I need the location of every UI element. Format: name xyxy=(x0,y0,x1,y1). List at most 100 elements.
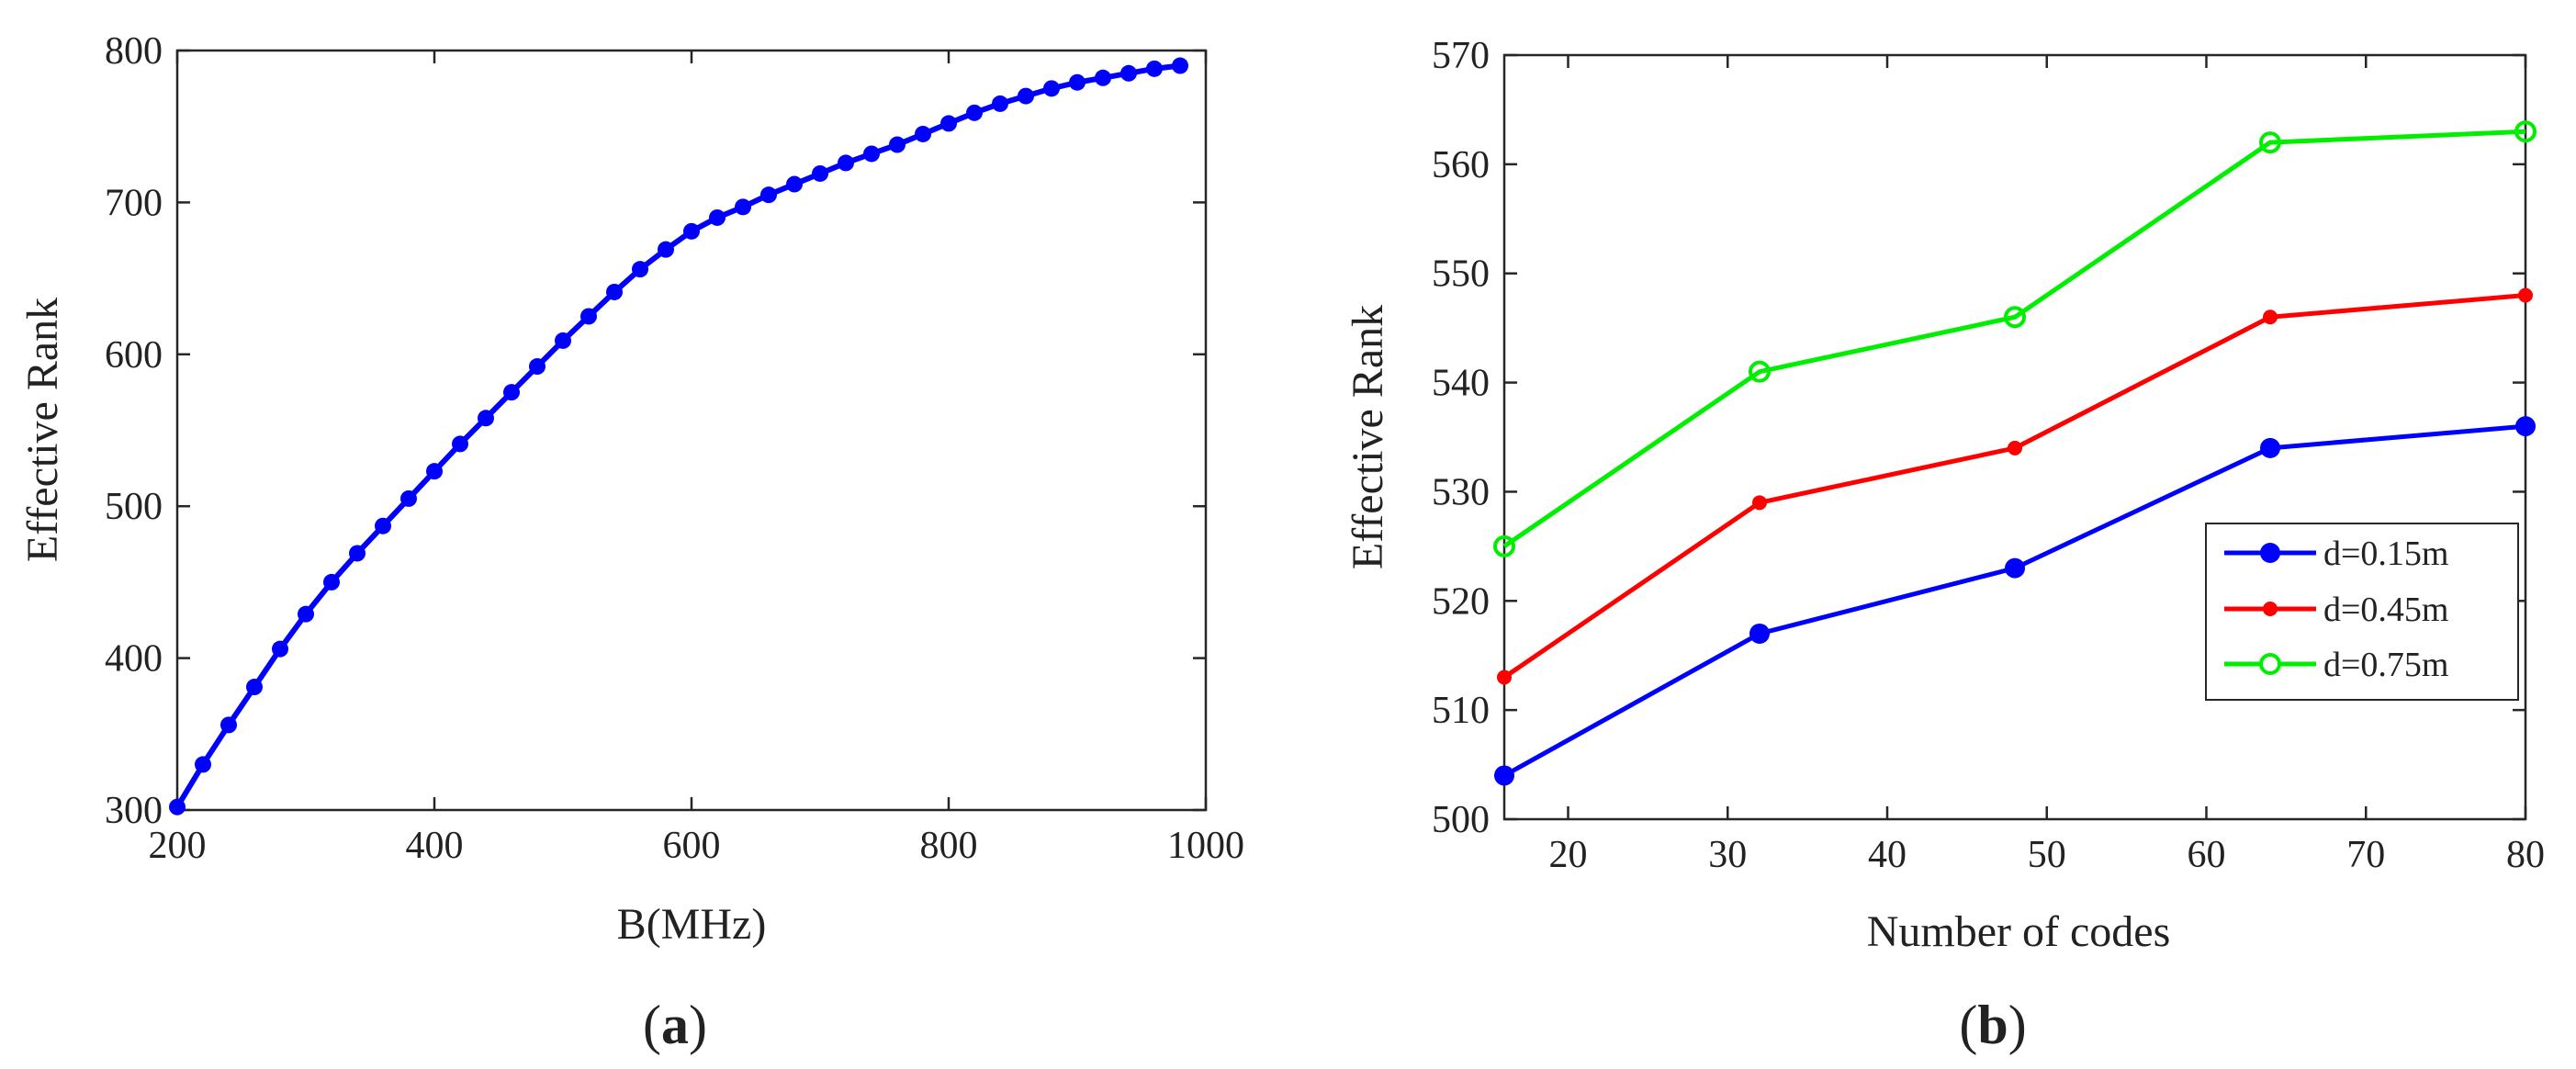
y-tick-label: 570 xyxy=(1432,35,1490,77)
data-point xyxy=(606,283,623,300)
y-tick-label: 560 xyxy=(1432,144,1490,186)
chart-b: Effective Rank Number of codes (b) 20 30 4… xyxy=(1344,35,2545,1055)
data-point xyxy=(323,573,340,591)
data-point xyxy=(683,222,700,240)
chart-b-panel-letter: b xyxy=(1977,995,2008,1055)
legend-entry: d=0.75m xyxy=(2224,646,2449,684)
chart-a-panel-label: (a) xyxy=(643,995,707,1055)
legend-label: d=0.45m xyxy=(2323,591,2449,629)
data-point xyxy=(1494,765,1514,786)
x-tick-label: 20 xyxy=(1549,834,1588,876)
svg-text:(b): (b) xyxy=(1959,995,2026,1055)
data-point xyxy=(940,115,957,132)
chart-a-ylabel: Effective Rank xyxy=(18,298,67,562)
x-tick-label: 400 xyxy=(406,825,464,867)
data-point xyxy=(2005,557,2025,579)
y-tick-label: 400 xyxy=(105,638,163,681)
chart-b-legend: d=0.15m d=0.45m d=0.75m xyxy=(2205,523,2519,701)
legend-swatch-marker xyxy=(2260,543,2280,563)
chart-a-plot-area xyxy=(175,49,1208,812)
data-point xyxy=(1749,360,1771,383)
chart-a: Effective Rank B(MHz) (a) 200 400 600 800 10… xyxy=(18,30,1244,1055)
legend-label: d=0.15m xyxy=(2323,534,2449,573)
data-point xyxy=(1120,64,1137,82)
data-point xyxy=(658,241,674,258)
x-tick-label: 80 xyxy=(2506,834,2545,876)
x-tick-label: 200 xyxy=(149,825,207,867)
legend-entry: d=0.15m xyxy=(2224,534,2449,573)
data-point xyxy=(452,435,468,453)
data-point xyxy=(478,410,494,427)
data-point xyxy=(503,384,520,401)
data-point xyxy=(709,208,726,226)
data-point xyxy=(760,186,777,204)
data-point xyxy=(889,136,906,153)
data-point xyxy=(812,164,828,182)
data-point xyxy=(2263,309,2278,325)
x-tick-label: 800 xyxy=(920,825,978,867)
y-tick-label: 540 xyxy=(1432,363,1490,405)
data-point xyxy=(580,308,597,325)
data-point xyxy=(1493,534,1515,557)
chart-b-panel-label: (b) xyxy=(1959,995,2026,1055)
x-tick-label: 60 xyxy=(2188,834,2226,876)
data-point xyxy=(555,332,571,349)
x-tick-label: 1000 xyxy=(1167,825,1244,867)
y-tick-label: 550 xyxy=(1432,253,1490,296)
data-point xyxy=(298,605,314,623)
x-tick-label: 70 xyxy=(2346,834,2385,876)
data-point xyxy=(786,175,803,193)
data-point xyxy=(735,198,751,216)
data-point xyxy=(1749,623,1770,644)
data-point xyxy=(246,679,263,696)
svg-text:(a): (a) xyxy=(643,995,707,1055)
data-point xyxy=(2514,120,2537,143)
y-tick-label: 500 xyxy=(105,486,163,528)
data-point xyxy=(400,489,417,507)
data-point xyxy=(838,154,854,172)
data-point xyxy=(1018,87,1034,105)
data-point xyxy=(966,104,983,121)
chart-b-xlabel: Number of codes xyxy=(1867,907,2171,956)
data-point xyxy=(915,125,931,142)
legend-label: d=0.75m xyxy=(2323,646,2449,684)
x-tick-label: 600 xyxy=(663,825,721,867)
data-point xyxy=(863,145,880,163)
data-point xyxy=(1752,495,1767,511)
chart-a-panel-letter: a xyxy=(661,995,689,1055)
data-point xyxy=(272,640,288,658)
y-tick-label: 500 xyxy=(1432,799,1490,841)
y-tick-label: 510 xyxy=(1432,690,1490,732)
data-point xyxy=(195,756,211,773)
legend-swatch-marker xyxy=(2259,653,2281,675)
series-line-d-0-75m xyxy=(1502,129,2526,548)
x-tick-label: 50 xyxy=(2028,834,2066,876)
data-point xyxy=(2260,437,2280,458)
data-point xyxy=(1095,69,1111,86)
data-point xyxy=(2518,287,2533,303)
y-tick-label: 700 xyxy=(105,182,163,224)
data-point xyxy=(992,95,1008,112)
chart-a-xlabel: B(MHz) xyxy=(617,900,767,949)
data-point xyxy=(632,261,648,278)
data-point xyxy=(220,716,237,734)
data-point xyxy=(169,798,186,816)
y-tick-label: 600 xyxy=(105,334,163,377)
data-point xyxy=(2515,416,2536,437)
y-tick-label: 800 xyxy=(105,30,163,73)
x-tick-label: 30 xyxy=(1708,834,1747,876)
y-tick-label: 530 xyxy=(1432,471,1490,513)
x-tick-label: 40 xyxy=(1868,834,1907,876)
y-tick-label: 300 xyxy=(105,790,163,832)
data-point xyxy=(529,358,546,376)
data-point xyxy=(2008,440,2022,456)
data-point xyxy=(1172,57,1188,74)
legend-entry: d=0.45m xyxy=(2224,591,2449,629)
data-point xyxy=(2004,306,2026,329)
y-tick-label: 520 xyxy=(1432,580,1490,623)
data-point xyxy=(1043,80,1060,97)
data-point xyxy=(1146,60,1163,77)
legend-swatch-marker xyxy=(2263,602,2278,616)
data-point xyxy=(2259,131,2281,154)
